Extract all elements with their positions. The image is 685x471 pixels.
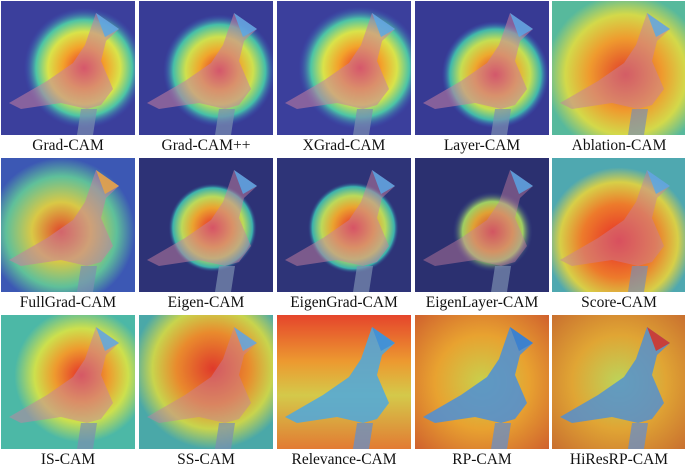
panel-fullgrad-cam: FullGrad-CAM bbox=[1, 158, 135, 311]
panel-label: SS-CAM bbox=[177, 451, 235, 468]
panel-label: Score-CAM bbox=[581, 294, 657, 311]
panel-eigengrad-cam: EigenGrad-CAM bbox=[277, 158, 411, 311]
heatmap-image bbox=[277, 315, 411, 449]
heatmap-image bbox=[552, 158, 685, 292]
panel-eigen-cam: Eigen-CAM bbox=[139, 158, 273, 311]
panel-label: Layer-CAM bbox=[443, 137, 521, 154]
panel-label: EigenLayer-CAM bbox=[425, 294, 539, 311]
heatmap-image bbox=[552, 1, 685, 135]
panel-grad-cam: Grad-CAM bbox=[1, 1, 135, 154]
heatmap-image bbox=[415, 1, 549, 135]
panel-hiresrp-cam: HiResRP-CAM bbox=[552, 315, 685, 468]
heatmap-image bbox=[139, 1, 273, 135]
heatmap-image bbox=[1, 158, 135, 292]
heatmap-image bbox=[1, 1, 135, 135]
panel-rp-cam: RP-CAM bbox=[415, 315, 549, 468]
heatmap-image bbox=[277, 158, 411, 292]
panel-label: Ablation-CAM bbox=[571, 137, 667, 154]
panel-label: Relevance-CAM bbox=[291, 451, 397, 468]
panel-ss-cam: SS-CAM bbox=[139, 315, 273, 468]
panel-label: EigenGrad-CAM bbox=[290, 294, 398, 311]
panel-grad-cam-plus-plus: Grad-CAM++ bbox=[139, 1, 273, 154]
heatmap-image bbox=[415, 315, 549, 449]
panel-label: Eigen-CAM bbox=[167, 294, 245, 311]
panel-label: IS-CAM bbox=[40, 451, 96, 468]
heatmap-image bbox=[415, 158, 549, 292]
panel-relevance-cam: Relevance-CAM bbox=[277, 315, 411, 468]
panel-score-cam: Score-CAM bbox=[552, 158, 685, 311]
panel-label: FullGrad-CAM bbox=[19, 294, 117, 311]
panel-label: HiResRP-CAM bbox=[569, 451, 669, 468]
panel-layer-cam: Layer-CAM bbox=[415, 1, 549, 154]
heatmap-image bbox=[139, 158, 273, 292]
panel-xgrad-cam: XGrad-CAM bbox=[277, 1, 411, 154]
panel-ablation-cam: Ablation-CAM bbox=[552, 1, 685, 154]
panel-label: XGrad-CAM bbox=[302, 137, 386, 154]
heatmap-image bbox=[552, 315, 685, 449]
panel-label: Grad-CAM bbox=[32, 137, 104, 154]
heatmap-image bbox=[139, 315, 273, 449]
panel-label: RP-CAM bbox=[452, 451, 512, 468]
panel-eigenlayer-cam: EigenLayer-CAM bbox=[415, 158, 549, 311]
panel-is-cam: IS-CAM bbox=[1, 315, 135, 468]
heatmap-image bbox=[1, 315, 135, 449]
heatmap-image bbox=[277, 1, 411, 135]
panel-label: Grad-CAM++ bbox=[161, 137, 251, 154]
